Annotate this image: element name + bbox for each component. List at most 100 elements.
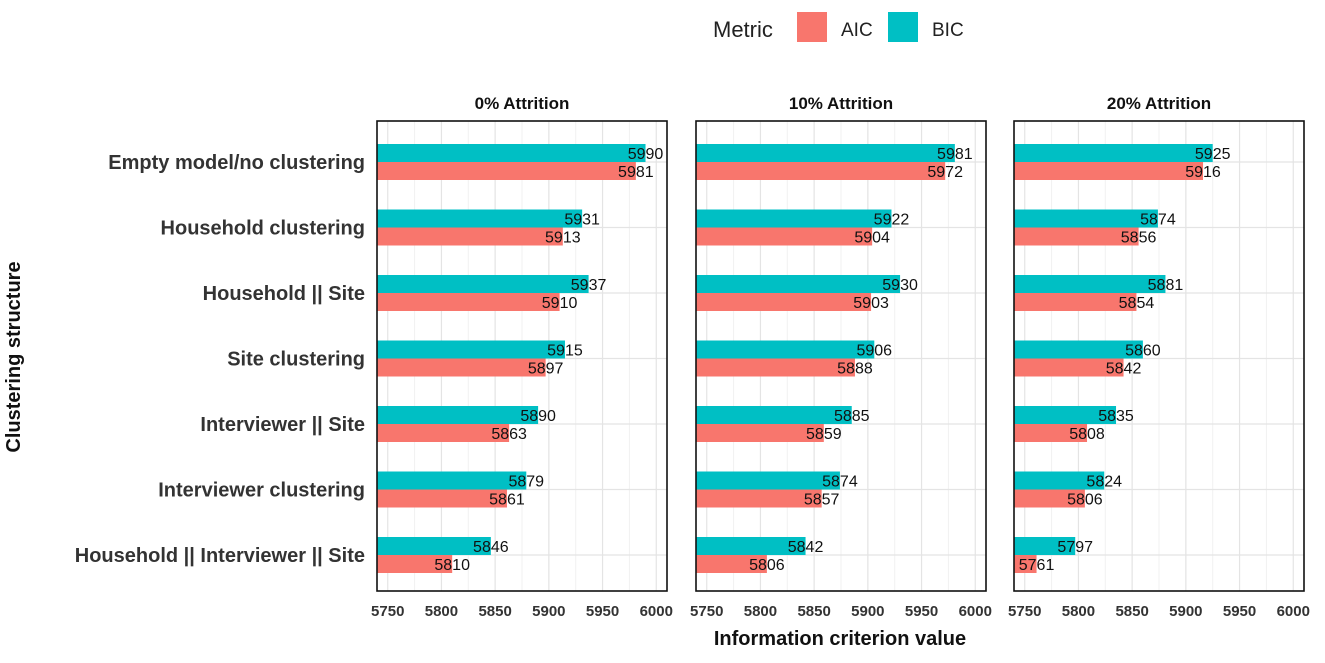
x-tick-label: 5850	[797, 603, 830, 620]
bar-bic-household-site	[1014, 275, 1166, 293]
legend-title: Metric	[713, 17, 773, 42]
x-tick-label: 5750	[371, 603, 404, 620]
category-label-site-clustering: Site clustering	[227, 349, 365, 371]
bar-aic-site-clustering	[1014, 358, 1124, 377]
bar-aic-household-interviewer-site	[1014, 555, 1037, 573]
legend-label-aic: AIC	[841, 20, 873, 41]
category-label-interviewer-clustering: Interviewer clustering	[158, 480, 365, 502]
bar-label-aic-interviewer-site: 5863	[491, 426, 527, 443]
bar-label-aic-site-clustering: 5897	[528, 361, 564, 378]
bar-bic-site-clustering	[377, 340, 565, 359]
legend-label-bic: BIC	[932, 20, 964, 41]
bar-label-aic-household-interviewer-site: 5810	[434, 557, 470, 574]
bar-label-aic-empty-model-no-clustering: 5981	[618, 164, 654, 181]
bar-label-aic-interviewer-clustering: 5806	[1067, 492, 1103, 509]
bar-label-aic-interviewer-clustering: 5857	[804, 492, 840, 509]
panel-border	[376, 120, 668, 592]
bar-label-aic-household-clustering: 5904	[854, 230, 890, 247]
x-tick-label: 5750	[690, 603, 723, 620]
bar-aic-empty-model-no-clustering	[377, 162, 636, 180]
bar-bic-household-site	[377, 275, 589, 293]
bar-label-bic-household-interviewer-site: 5797	[1057, 539, 1093, 556]
x-tick-label: 5800	[1062, 603, 1095, 620]
category-label-household-interviewer-site: Household || Interviewer || Site	[75, 545, 365, 567]
category-label-empty-model-no-clustering: Empty model/no clustering	[108, 152, 365, 174]
x-tick-label: 5950	[1223, 603, 1256, 620]
bar-bic-empty-model-no-clustering	[696, 144, 955, 162]
bar-label-aic-household-site: 5910	[542, 295, 578, 312]
x-tick-label: 5950	[586, 603, 619, 620]
bar-label-aic-household-interviewer-site: 5761	[1019, 557, 1055, 574]
bar-bic-empty-model-no-clustering	[377, 144, 646, 162]
x-tick-label: 5750	[1008, 603, 1041, 620]
bar-label-aic-household-interviewer-site: 5806	[749, 557, 785, 574]
bar-label-bic-interviewer-site: 5890	[520, 408, 556, 425]
bar-aic-interviewer-clustering	[696, 489, 822, 508]
bar-bic-interviewer-site	[377, 406, 539, 424]
bar-label-aic-interviewer-clustering: 5861	[489, 492, 525, 509]
bar-bic-interviewer-clustering	[696, 471, 840, 490]
bar-bic-interviewer-clustering	[377, 471, 527, 490]
bar-aic-household-site	[377, 293, 560, 311]
category-labels: Empty model/no clustering Household clust…	[75, 152, 365, 567]
bar-aic-household-interviewer-site	[377, 555, 453, 573]
bar-aic-household-site	[696, 293, 872, 311]
bar-label-bic-interviewer-clustering: 5874	[822, 474, 858, 491]
facet-title: 10% Attrition	[789, 94, 893, 113]
category-label-interviewer-site: Interviewer || Site	[200, 414, 365, 436]
bar-aic-household-clustering	[696, 227, 873, 246]
x-tick-label: 6000	[959, 603, 992, 620]
x-tick-label: 5900	[1169, 603, 1202, 620]
panel-border	[1013, 120, 1305, 592]
bar-label-aic-household-site: 5854	[1119, 295, 1155, 312]
bar-label-aic-empty-model-no-clustering: 5972	[927, 164, 963, 181]
bar-bic-household-interviewer-site	[696, 537, 806, 555]
x-tick-label: 5950	[905, 603, 938, 620]
bar-aic-household-clustering	[377, 227, 563, 246]
bar-aic-empty-model-no-clustering	[1014, 162, 1204, 180]
bar-label-bic-household-site: 5937	[571, 277, 607, 294]
legend-swatch-bic	[888, 12, 918, 42]
x-tick-label: 5850	[1115, 603, 1148, 620]
bar-label-bic-site-clustering: 5860	[1125, 343, 1161, 360]
bar-label-aic-site-clustering: 5842	[1106, 361, 1142, 378]
bar-aic-site-clustering	[377, 358, 546, 377]
bar-bic-household-interviewer-site	[1014, 537, 1076, 555]
x-tick-label: 5800	[744, 603, 777, 620]
legend-swatch-aic	[797, 12, 827, 42]
bar-aic-household-interviewer-site	[696, 555, 767, 573]
bar-aic-site-clustering	[696, 358, 855, 377]
bar-aic-household-clustering	[1014, 227, 1139, 246]
bar-label-bic-household-site: 5881	[1148, 277, 1184, 294]
bar-aic-interviewer-site	[696, 424, 824, 442]
bar-bic-interviewer-clustering	[1014, 471, 1105, 490]
bar-aic-interviewer-site	[377, 424, 510, 442]
bar-bic-household-interviewer-site	[377, 537, 491, 555]
bar-label-aic-household-site: 5903	[853, 295, 889, 312]
bar-aic-interviewer-clustering	[377, 489, 507, 508]
bar-label-bic-site-clustering: 5906	[856, 343, 892, 360]
x-tick-label: 6000	[1277, 603, 1310, 620]
bar-aic-empty-model-no-clustering	[696, 162, 946, 180]
bar-label-bic-empty-model-no-clustering: 5990	[628, 146, 664, 163]
bar-label-bic-site-clustering: 5915	[547, 343, 583, 360]
bar-label-bic-household-site: 5930	[882, 277, 918, 294]
bar-bic-household-clustering	[1014, 209, 1158, 228]
x-tick-label: 5850	[478, 603, 511, 620]
bar-bic-household-site	[696, 275, 901, 293]
bar-label-bic-household-clustering: 5931	[564, 212, 600, 229]
x-tick-label: 5800	[425, 603, 458, 620]
bar-label-bic-interviewer-clustering: 5824	[1086, 474, 1122, 491]
bar-label-aic-interviewer-site: 5808	[1069, 426, 1105, 443]
facet-title: 20% Attrition	[1107, 94, 1211, 113]
bar-aic-household-site	[1014, 293, 1137, 311]
category-label-household-clustering: Household clustering	[161, 218, 365, 240]
bar-label-bic-empty-model-no-clustering: 5981	[937, 146, 973, 163]
bar-bic-site-clustering	[1014, 340, 1143, 359]
bar-label-bic-interviewer-clustering: 5879	[508, 474, 544, 491]
bar-label-bic-household-interviewer-site: 5846	[473, 539, 509, 556]
bar-label-aic-empty-model-no-clustering: 5916	[1185, 164, 1221, 181]
bar-label-bic-household-clustering: 5874	[1140, 212, 1176, 229]
